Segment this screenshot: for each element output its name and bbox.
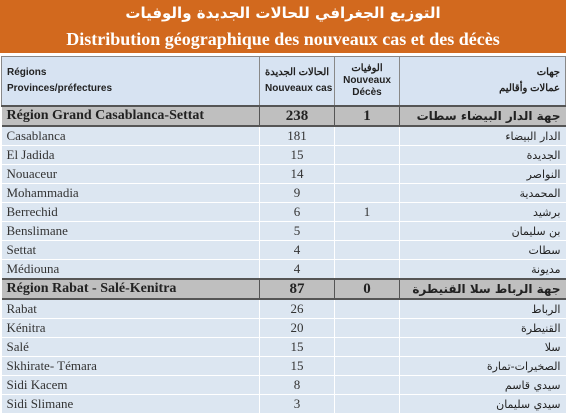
province-name-ar: سيدي قاسم: [399, 375, 566, 395]
province-name-ar: برشيد: [399, 202, 566, 222]
table-row: Rabat 26 الرباط: [1, 299, 566, 319]
header-regions-ar-1: جهات: [536, 67, 560, 78]
province-deaths: 1: [334, 202, 400, 222]
province-deaths: [334, 337, 400, 357]
header-regions: Régions: [7, 67, 47, 78]
table-row: Sidi Slimane 3 سيدي سليمان: [1, 394, 566, 414]
header-new-cases-ar: الحالات الجديدة: [265, 67, 330, 78]
province-new-cases: 15: [259, 356, 335, 376]
region-name-ar: جهة الرباط سلا القنيطرة: [399, 278, 566, 300]
title-arabic: التوزيع الجغرافي للحالات الجديدة والوفيا…: [125, 4, 441, 22]
province-new-cases: 3: [259, 394, 335, 414]
province-new-cases: 5: [259, 221, 335, 241]
region-name-fr: Région Grand Casablanca-Settat: [1, 105, 260, 127]
province-name-ar: الجديدة: [399, 145, 566, 165]
province-deaths: [334, 318, 400, 338]
region-name-fr: Région Rabat - Salé-Kenitra: [1, 278, 260, 300]
province-deaths: [334, 164, 400, 184]
province-name-fr: Rabat: [1, 299, 260, 319]
province-name-fr: Casablanca: [1, 126, 260, 146]
province-name-ar: الرباط: [399, 299, 566, 319]
region-name-ar: جهة الدار البيضاء سطات: [399, 105, 566, 127]
province-name-fr: Benslimane: [1, 221, 260, 241]
province-deaths: [334, 394, 400, 414]
region-row: Région Grand Casablanca-Settat 238 1 جهة ال…: [1, 105, 566, 127]
province-name-fr: Kénitra: [1, 318, 260, 338]
province-deaths: [334, 375, 400, 395]
province-new-cases: 9: [259, 183, 335, 203]
province-name-ar: سيدي سليمان: [399, 394, 566, 414]
province-deaths: [334, 259, 400, 280]
province-deaths: [334, 356, 400, 376]
province-deaths: [334, 299, 400, 319]
province-new-cases: 8: [259, 375, 335, 395]
region-new-cases: 87: [259, 278, 335, 300]
province-new-cases: 15: [259, 145, 335, 165]
province-deaths: [334, 183, 400, 203]
header-new-cases: الحالات الجديدة Nouveaux cas: [259, 56, 335, 107]
province-new-cases: 6: [259, 202, 335, 222]
province-name-ar: المحمدية: [399, 183, 566, 203]
province-name-fr: Nouaceur: [1, 164, 260, 184]
province-name-ar: سطات: [399, 240, 566, 260]
province-new-cases: 14: [259, 164, 335, 184]
region-deaths: 1: [334, 105, 400, 127]
table-row: Benslimane 5 بن سليمان: [1, 221, 566, 241]
province-name-fr: Skhirate- Témara: [1, 356, 260, 376]
header-deaths: الوفيات Nouveaux Décès: [334, 56, 400, 107]
table-row: Salé 15 سلا: [1, 337, 566, 357]
province-name-ar: بن سليمان: [399, 221, 566, 241]
table-header: Régions Provinces/préfectures الحالات ال…: [1, 56, 566, 107]
province-deaths: [334, 240, 400, 260]
province-name-fr: Sidi Kacem: [1, 375, 260, 395]
table-row: Kénitra 20 القنيطرة: [1, 318, 566, 338]
province-name-fr: Berrechid: [1, 202, 260, 222]
table-row: Skhirate- Témara 15 الصخيرات-تمارة: [1, 356, 566, 376]
province-name-ar: سلا: [399, 337, 566, 357]
province-new-cases: 181: [259, 126, 335, 146]
table-row: Casablanca 181 الدار البيضاء: [1, 126, 566, 146]
table-row: Mohammadia 9 المحمدية: [1, 183, 566, 203]
table-row: Médiouna 4 مديونة: [1, 259, 566, 280]
province-deaths: [334, 221, 400, 241]
province-new-cases: 4: [259, 259, 335, 280]
title-french: Distribution géographique des nouveaux c…: [66, 29, 500, 49]
province-name-ar: القنيطرة: [399, 318, 566, 338]
table-row: Berrechid 6 1 برشيد: [1, 202, 566, 222]
province-name-ar: النواصر: [399, 164, 566, 184]
province-name-ar: الدار البيضاء: [399, 126, 566, 146]
province-deaths: [334, 145, 400, 165]
province-new-cases: 4: [259, 240, 335, 260]
table-row: El Jadida 15 الجديدة: [1, 145, 566, 165]
province-name-fr: Salé: [1, 337, 260, 357]
province-name-fr: Settat: [1, 240, 260, 260]
header-deaths-fr-1: Nouveaux: [343, 75, 391, 86]
province-name-ar: مديونة: [399, 259, 566, 280]
region-deaths: 0: [334, 278, 400, 300]
province-deaths: [334, 126, 400, 146]
header-regions-ar: جهات عمالات وأقاليم: [399, 56, 566, 107]
region-row: Région Rabat - Salé-Kenitra 87 0 جهة الرباط…: [1, 278, 566, 300]
province-name-ar: الصخيرات-تمارة: [399, 356, 566, 376]
province-name-fr: Mohammadia: [1, 183, 260, 203]
header-deaths-fr-2: Décès: [352, 87, 382, 98]
province-name-fr: Médiouna: [1, 259, 260, 280]
header-provinces: Provinces/préfectures: [7, 83, 113, 94]
table-row: Settat 4 سطات: [1, 240, 566, 260]
header-new-cases-fr: Nouveaux cas: [265, 83, 333, 94]
province-name-fr: Sidi Slimane: [1, 394, 260, 414]
distribution-table: Régions Provinces/préfectures الحالات ال…: [1, 56, 566, 414]
province-new-cases: 15: [259, 337, 335, 357]
region-new-cases: 238: [259, 105, 335, 127]
province-name-fr: El Jadida: [1, 145, 260, 165]
table-row: Sidi Kacem 8 سيدي قاسم: [1, 375, 566, 395]
header-regions-ar-2: عمالات وأقاليم: [499, 83, 560, 94]
header-regions-fr: Régions Provinces/préfectures: [1, 56, 260, 107]
province-new-cases: 20: [259, 318, 335, 338]
table-row: Nouaceur 14 النواصر: [1, 164, 566, 184]
province-new-cases: 26: [259, 299, 335, 319]
title-banner: التوزيع الجغرافي للحالات الجديدة والوفيا…: [0, 0, 566, 53]
header-deaths-ar: الوفيات: [351, 63, 383, 74]
